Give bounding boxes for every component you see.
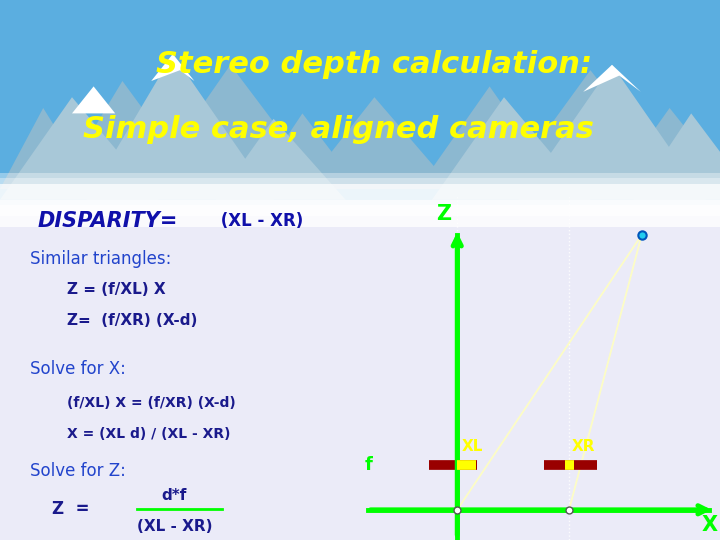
Text: Z: Z xyxy=(436,204,451,224)
Polygon shape xyxy=(0,108,94,189)
Polygon shape xyxy=(252,113,360,189)
Text: Stereo depth calculation:: Stereo depth calculation: xyxy=(156,50,593,79)
Bar xyxy=(0,178,720,205)
Bar xyxy=(0,184,720,216)
Text: XL: XL xyxy=(462,438,483,454)
Text: f: f xyxy=(364,456,372,474)
Polygon shape xyxy=(86,54,274,200)
Bar xyxy=(0,0,720,205)
Bar xyxy=(0,184,720,211)
Text: Z  =: Z = xyxy=(52,500,89,518)
Text: d*f: d*f xyxy=(161,488,187,503)
Polygon shape xyxy=(583,65,641,92)
Polygon shape xyxy=(151,54,194,81)
Polygon shape xyxy=(418,86,562,189)
Polygon shape xyxy=(518,65,706,200)
Text: Similar triangles:: Similar triangles: xyxy=(30,250,171,268)
Polygon shape xyxy=(432,97,590,200)
Polygon shape xyxy=(216,119,346,200)
Text: X: X xyxy=(701,515,718,535)
Polygon shape xyxy=(612,108,720,189)
Polygon shape xyxy=(634,113,720,200)
Text: Z=  (f/XR) (X-d): Z= (f/XR) (X-d) xyxy=(67,313,197,328)
Polygon shape xyxy=(72,86,115,113)
Text: Solve for X:: Solve for X: xyxy=(30,360,125,377)
Text: Z = (f/XL) X: Z = (f/XL) X xyxy=(67,282,166,297)
Polygon shape xyxy=(504,70,684,189)
Bar xyxy=(0,205,720,540)
Bar xyxy=(0,200,720,227)
Text: XR: XR xyxy=(571,438,595,454)
Text: (XL - XR): (XL - XR) xyxy=(137,519,212,534)
Text: (XL - XR): (XL - XR) xyxy=(215,212,303,230)
Bar xyxy=(0,173,720,200)
Polygon shape xyxy=(302,97,454,189)
Polygon shape xyxy=(0,97,158,200)
Text: (f/XL) X = (f/XR) (X-d): (f/XL) X = (f/XR) (X-d) xyxy=(67,396,235,410)
Polygon shape xyxy=(144,65,324,189)
Polygon shape xyxy=(58,81,202,189)
Text: Simple case, aligned cameras: Simple case, aligned cameras xyxy=(83,115,594,144)
Text: Solve for Z:: Solve for Z: xyxy=(30,462,125,481)
Text: X = (XL d) / (XL - XR): X = (XL d) / (XL - XR) xyxy=(67,427,230,441)
Text: DISPARITY=: DISPARITY= xyxy=(37,211,177,231)
